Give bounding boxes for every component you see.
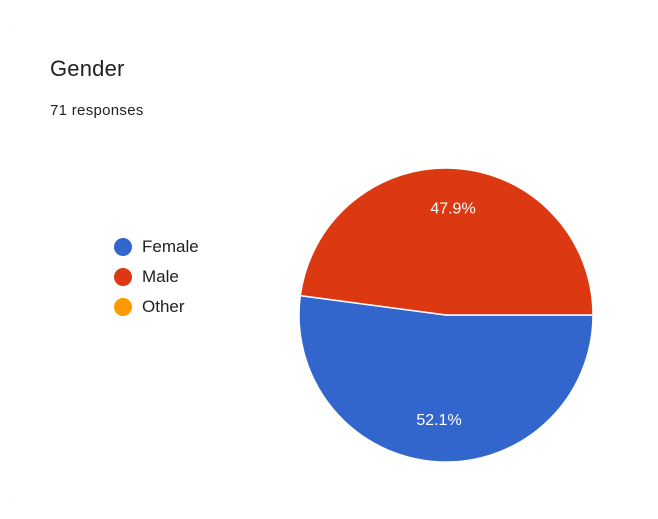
response-count: 71 responses — [50, 102, 144, 119]
legend-label-male: Male — [142, 267, 179, 286]
legend-item-other[interactable]: Other — [114, 292, 199, 322]
legend-label-other: Other — [142, 297, 185, 316]
chart-legend: Female Male Other — [114, 232, 199, 322]
chart-card: Gender 71 responses Female Male Other 52… — [12, 22, 648, 506]
legend-swatch-female — [114, 238, 132, 256]
legend-item-female[interactable]: Female — [114, 232, 199, 262]
legend-swatch-other — [114, 298, 132, 316]
legend-item-male[interactable]: Male — [114, 262, 199, 292]
pie-slice-male[interactable] — [299, 167, 594, 316]
legend-label-female: Female — [142, 237, 199, 256]
pie-label-female: 52.1% — [416, 412, 461, 429]
chart-title: Gender — [50, 56, 125, 81]
legend-swatch-male — [114, 268, 132, 286]
pie-slice-female[interactable] — [298, 294, 594, 463]
pie-label-male: 47.9% — [430, 201, 475, 218]
pie-chart: 52.1% 47.9% — [298, 167, 594, 463]
